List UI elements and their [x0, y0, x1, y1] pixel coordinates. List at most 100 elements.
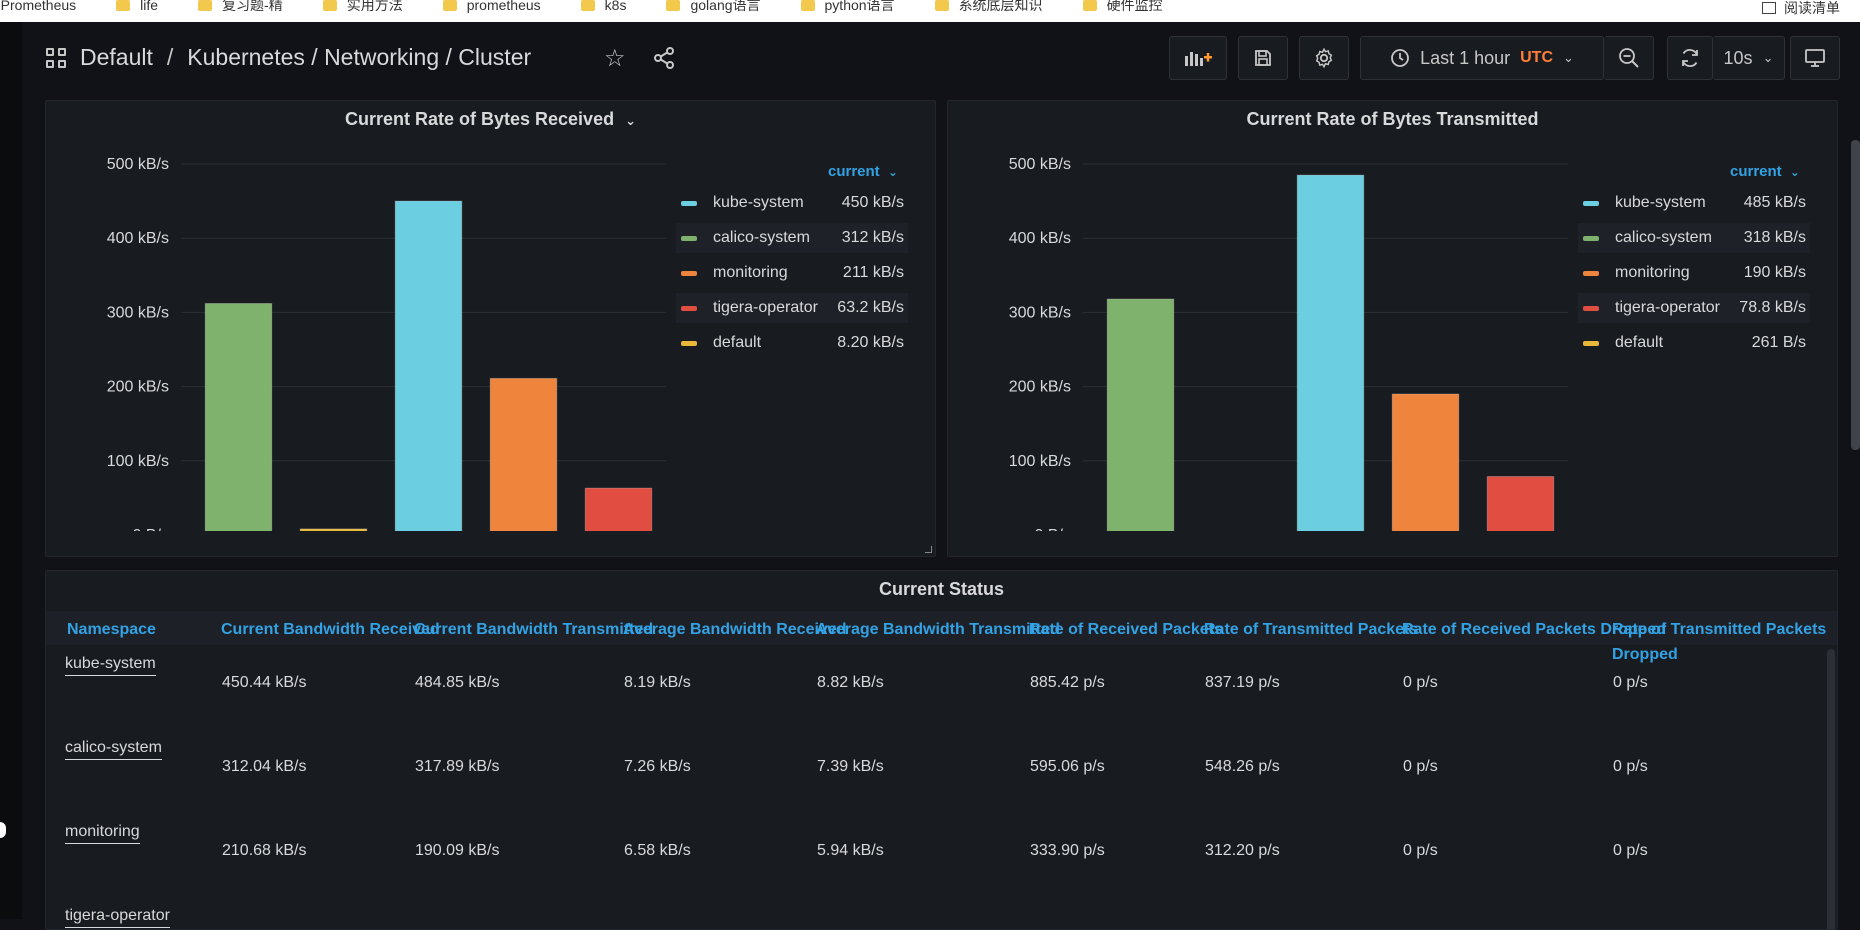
bar-monitoring[interactable] — [1391, 393, 1460, 531]
share-icon[interactable] — [652, 46, 676, 70]
save-icon — [1255, 50, 1271, 66]
save-dashboard-button[interactable] — [1238, 36, 1288, 80]
chevron-down-icon: ⌄ — [1762, 50, 1774, 65]
column-header[interactable]: Namespace — [67, 621, 156, 638]
add-panel-button[interactable] — [1169, 36, 1227, 80]
bar-kube-system[interactable] — [1296, 174, 1365, 531]
panel-title-transmitted[interactable]: Current Rate of Bytes Transmitted — [1246, 109, 1539, 129]
table-cell: 0 p/s — [1613, 674, 1648, 691]
table-cell: 885.42 p/s — [1030, 674, 1105, 691]
legend-swatch — [681, 305, 697, 311]
legend-series-name: default — [1615, 334, 1664, 351]
bar-kube-system[interactable] — [394, 200, 463, 531]
bookmark-label: life — [140, 0, 159, 13]
bookmark-label: golang语言 — [690, 0, 761, 13]
table-cell: 837.19 p/s — [1205, 674, 1280, 691]
bookmark-label: python语言 — [824, 0, 895, 13]
bookmark-item[interactable]: 系统底层知识 — [934, 0, 1043, 15]
reading-list-button[interactable]: 阅读清单 — [1762, 0, 1840, 18]
breadcrumb-folder[interactable]: Default — [80, 44, 153, 70]
legend-item[interactable]: tigera-operator 63.2 kB/s — [676, 293, 908, 323]
table-cell: 7.26 kB/s — [624, 758, 691, 775]
legend-item[interactable]: kube-system 450 kB/s — [676, 188, 908, 218]
refresh-icon — [1682, 49, 1698, 67]
legend-item[interactable]: default 261 B/s — [1578, 328, 1810, 358]
page-scrollbar[interactable] — [1851, 140, 1860, 450]
refresh-button[interactable] — [1667, 36, 1713, 80]
column-header[interactable]: Average Bandwidth Received — [623, 621, 847, 638]
namespace-link[interactable]: kube-system — [65, 655, 156, 676]
table-cell: 5.94 kB/s — [817, 842, 884, 859]
star-icon[interactable]: ☆ — [604, 45, 626, 72]
legend-sort-header-received[interactable]: current ⌄ — [828, 163, 898, 180]
refresh-interval-picker[interactable]: 10s ⌄ — [1713, 36, 1785, 80]
clock-icon — [1391, 49, 1409, 67]
resize-handle[interactable] — [925, 546, 932, 553]
y-tick-label: 500 kB/s — [107, 156, 169, 173]
column-header[interactable]: Rate of Received Packets — [1029, 621, 1223, 638]
bar-monitoring[interactable] — [489, 377, 558, 531]
column-header-continued[interactable]: Dropped — [1612, 646, 1678, 663]
panel-title-status[interactable]: Current Status — [878, 579, 1004, 599]
column-header[interactable]: Average Bandwidth Transmitted — [816, 621, 1060, 638]
legend-swatch — [1583, 235, 1599, 241]
time-range-picker[interactable]: Last 1 hour UTC ⌄ — [1360, 36, 1604, 80]
bar-default[interactable] — [299, 528, 368, 531]
monitor-icon — [1805, 49, 1825, 67]
bar-tigera-operator[interactable] — [1486, 476, 1555, 531]
bar-tigera-operator[interactable] — [584, 487, 653, 531]
tv-mode-button[interactable] — [1790, 36, 1840, 80]
legend-item[interactable]: tigera-operator 78.8 kB/s — [1578, 293, 1810, 323]
bookmark-item[interactable]: golang语言 — [666, 0, 761, 15]
dashboards-grid-icon[interactable] — [46, 48, 66, 68]
legend-series-name: monitoring — [1615, 264, 1690, 281]
legend-item[interactable]: calico-system 318 kB/s — [1578, 223, 1810, 253]
panel-bytes-transmitted: Current Rate of Bytes Transmitted 0 B/s 1… — [947, 100, 1838, 557]
bookmark-item[interactable]: 实用方法 — [322, 0, 403, 15]
legend-value: 312 kB/s — [841, 229, 904, 246]
dashboard-settings-button[interactable] — [1299, 36, 1349, 80]
table-cell: 317.89 kB/s — [415, 758, 500, 775]
bookmark-item[interactable]: -Prometheus — [0, 0, 76, 13]
bookmark-item[interactable]: python语言 — [800, 0, 895, 15]
bookmark-item[interactable]: prometheus — [442, 0, 541, 13]
namespace-link[interactable]: tigera-operator — [65, 907, 170, 928]
bookmark-label: prometheus — [466, 0, 541, 13]
side-handle[interactable] — [0, 822, 6, 838]
legend-item[interactable]: calico-system 312 kB/s — [676, 223, 908, 253]
table-cell: 0 p/s — [1403, 842, 1438, 859]
column-header[interactable]: Rate of Transmitted Packets — [1204, 621, 1419, 638]
bar-calico-system[interactable] — [204, 302, 273, 531]
legend-swatch — [681, 200, 697, 206]
table-scrollbar[interactable] — [1827, 649, 1835, 929]
legend-swatch — [681, 340, 697, 346]
column-header[interactable]: Rate of Transmitted Packets — [1612, 621, 1827, 638]
y-tick-label: 100 kB/s — [1009, 453, 1071, 470]
legend-item[interactable]: default 8.20 kB/s — [676, 328, 908, 358]
legend-swatch — [1583, 305, 1599, 311]
legend-item[interactable]: kube-system 485 kB/s — [1578, 188, 1810, 218]
panel-title-received[interactable]: Current Rate of Bytes Received ⌄ — [344, 109, 636, 129]
namespace-link[interactable]: monitoring — [65, 823, 140, 844]
legend-series-name: monitoring — [713, 264, 788, 281]
bookmark-item[interactable]: 硬件监控 — [1082, 0, 1163, 15]
column-header[interactable]: Current Bandwidth Received — [221, 621, 440, 638]
legend-series-name: default — [713, 334, 762, 351]
bookmark-label: 复习题-精 — [222, 0, 283, 13]
legend-sort-header-transmitted[interactable]: current ⌄ — [1730, 163, 1800, 180]
bookmark-label: k8s — [604, 0, 627, 13]
bar-calico-system[interactable] — [1106, 298, 1175, 531]
legend-item[interactable]: monitoring 190 kB/s — [1578, 258, 1810, 288]
legend-series-name: calico-system — [1615, 229, 1712, 246]
chevron-down-icon: ⌄ — [887, 165, 898, 179]
zoom-out-button[interactable] — [1604, 36, 1654, 80]
legend-item[interactable]: monitoring 211 kB/s — [676, 258, 908, 288]
bookmark-item[interactable]: life — [116, 0, 158, 13]
namespace-link[interactable]: calico-system — [65, 739, 162, 760]
page-title[interactable]: Kubernetes / Networking / Cluster — [187, 44, 532, 70]
reading-list-icon — [1762, 2, 1776, 14]
column-header[interactable]: Current Bandwidth Transmitted — [414, 621, 654, 638]
column-header[interactable]: Rate of Received Packets Dropped — [1402, 621, 1667, 638]
bookmark-item[interactable]: k8s — [580, 0, 627, 13]
bookmark-item[interactable]: 复习题-精 — [198, 0, 283, 15]
